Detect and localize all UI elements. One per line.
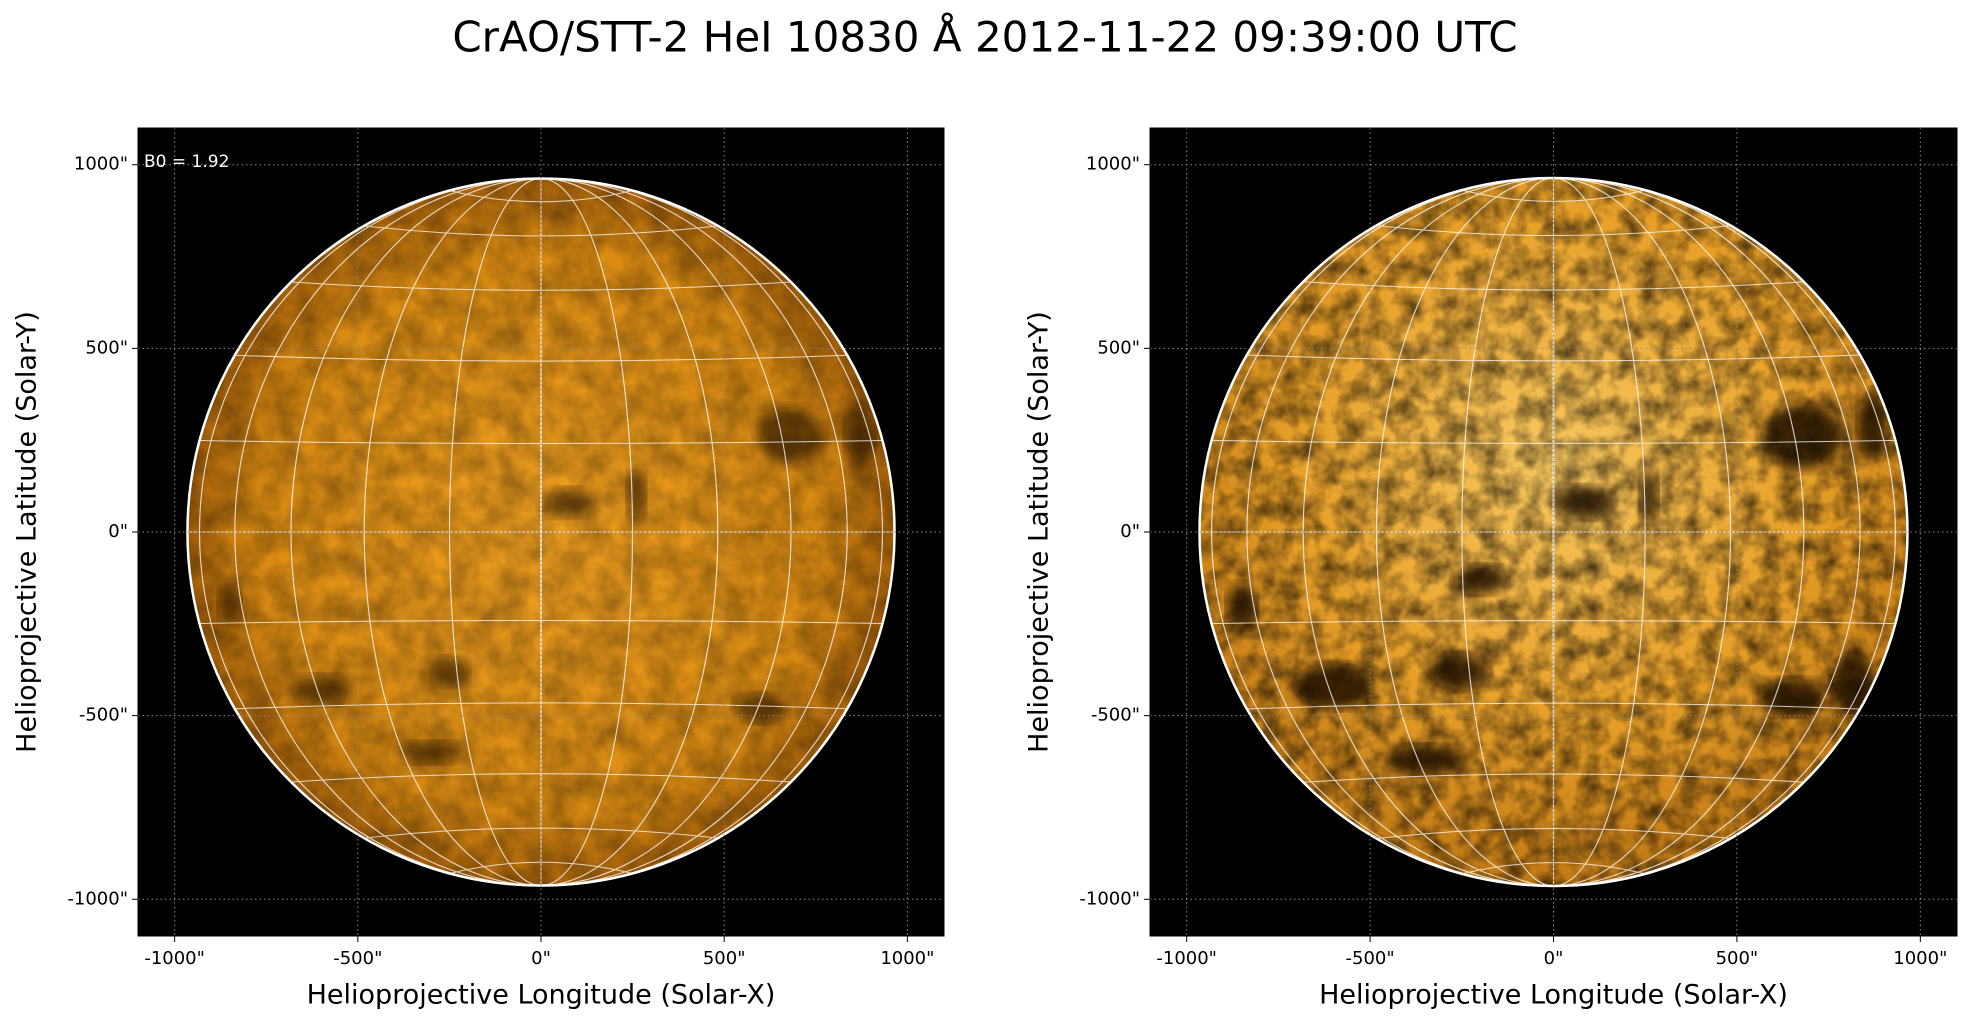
parallel bbox=[364, 827, 718, 839]
y-tick-label: -500" bbox=[1091, 705, 1140, 726]
y-tick-label: -500" bbox=[79, 705, 128, 726]
axes-frame bbox=[137, 127, 945, 937]
dark-filament bbox=[1857, 392, 1888, 459]
x-tick-label: 0" bbox=[531, 948, 551, 969]
y-tick-label: 0" bbox=[1120, 521, 1140, 542]
x-tick-label: -1000" bbox=[1156, 948, 1217, 969]
panel: -1000" -500" 0" 500" 1000" -1000" -500" 0" 500" 1… bbox=[12, 127, 945, 1011]
x-axis-label: Helioprojective Longitude (Solar-X) bbox=[1319, 980, 1788, 1011]
figure-title: CrAO/STT-2 HeI 10830 Å 2012-11-22 09:39:… bbox=[452, 12, 1517, 62]
dark-filament bbox=[423, 656, 468, 687]
y-tick-label: -1000" bbox=[1079, 888, 1140, 909]
parallel bbox=[449, 190, 633, 203]
dark-filament bbox=[1293, 664, 1374, 709]
dark-filament bbox=[1454, 565, 1506, 595]
dark-filament bbox=[1553, 486, 1613, 520]
parallel bbox=[199, 619, 883, 625]
parallel bbox=[290, 773, 792, 783]
x-tick-label: 1000" bbox=[1893, 948, 1947, 969]
parallel bbox=[364, 225, 718, 237]
y-tick-label: 500" bbox=[1097, 337, 1140, 358]
axes-frame bbox=[1149, 127, 1958, 937]
dark-filament bbox=[735, 693, 787, 723]
y-tick-label: -1000" bbox=[67, 888, 128, 909]
dark-filament bbox=[1384, 745, 1466, 775]
x-axis-label: Helioprojective Longitude (Solar-X) bbox=[307, 980, 776, 1011]
dark-filament bbox=[1639, 469, 1659, 521]
dark-filament bbox=[1758, 678, 1825, 716]
annotation: B0 = 1.92 bbox=[144, 152, 229, 172]
sun-disc bbox=[187, 178, 895, 886]
y-tick-label: 1000" bbox=[1086, 154, 1140, 175]
dark-filament bbox=[757, 407, 824, 466]
x-tick-label: 0" bbox=[1544, 948, 1564, 969]
x-tick-label: -1000" bbox=[144, 948, 205, 969]
dark-filament bbox=[291, 675, 351, 705]
sun-disc bbox=[1199, 178, 1908, 886]
dark-filament bbox=[1227, 583, 1257, 628]
dark-filament bbox=[1428, 653, 1488, 690]
y-tick-label: 500" bbox=[85, 337, 128, 358]
y-axis-label: Helioprojective Latitude (Solar-Y) bbox=[1024, 311, 1055, 753]
parallel bbox=[1303, 281, 1804, 291]
dark-filament bbox=[1762, 403, 1844, 470]
parallel bbox=[234, 354, 848, 362]
dark-filament bbox=[218, 587, 241, 624]
dark-filament bbox=[627, 469, 646, 521]
parallel bbox=[1211, 620, 1896, 625]
parallel bbox=[1246, 702, 1861, 710]
x-tick-label: 500" bbox=[1716, 948, 1759, 969]
x-tick-label: 1000" bbox=[880, 948, 934, 969]
y-tick-label: 0" bbox=[108, 521, 128, 542]
x-tick-label: -500" bbox=[1346, 948, 1395, 969]
parallel bbox=[1246, 354, 1861, 362]
parallel bbox=[1376, 224, 1731, 237]
y-axis-label: Helioprojective Latitude (Solar-Y) bbox=[12, 311, 43, 753]
dark-filament bbox=[398, 741, 465, 764]
dark-filament bbox=[544, 487, 596, 518]
parallel bbox=[1376, 827, 1731, 840]
dark-filament bbox=[845, 403, 875, 470]
panel: -1000" -500" 0" 500" 1000" -1000" -500" 0" 500" 1… bbox=[1024, 127, 1958, 1011]
x-tick-label: -500" bbox=[333, 948, 382, 969]
parallel bbox=[234, 702, 848, 710]
x-tick-label: 500" bbox=[703, 948, 746, 969]
parallel bbox=[1303, 773, 1804, 783]
y-tick-label: 1000" bbox=[74, 154, 128, 175]
